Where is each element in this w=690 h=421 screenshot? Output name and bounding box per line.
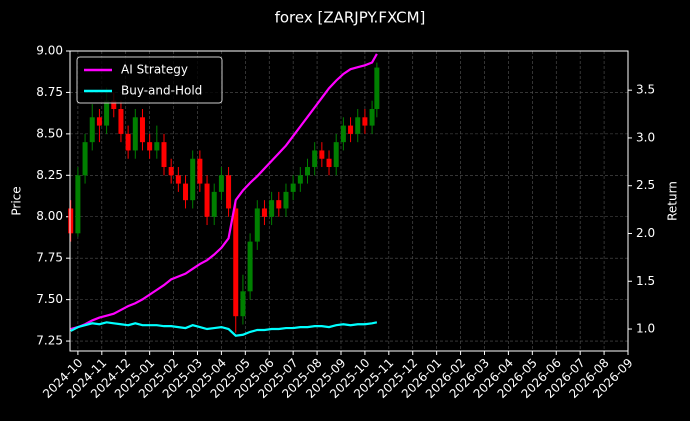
candle-body <box>175 175 181 184</box>
candle-body <box>82 142 88 176</box>
candle-body <box>204 183 210 217</box>
y2-tick-label: 1.5 <box>636 274 655 288</box>
candle-body <box>340 125 346 143</box>
candle-body <box>190 158 196 201</box>
y2-tick-label: 3.5 <box>636 83 655 97</box>
candle-body <box>125 133 131 151</box>
candle-body <box>240 291 246 317</box>
y-tick-label: 8.50 <box>36 126 63 140</box>
candle-body <box>139 117 145 143</box>
candle-body <box>104 100 110 126</box>
legend-label: AI Strategy <box>121 63 188 77</box>
candle-body <box>247 241 253 292</box>
candle-body <box>111 100 117 110</box>
candle-body <box>290 183 296 192</box>
candle-body <box>154 142 160 151</box>
y-tick-label: 8.25 <box>36 168 63 182</box>
candle-body <box>132 117 138 151</box>
legend-box <box>76 56 223 104</box>
candle-body <box>226 175 232 209</box>
y2-tick-label: 1.0 <box>636 322 655 336</box>
y-tick-label: 8.75 <box>36 85 63 99</box>
y2-axis-label: Return <box>666 181 680 221</box>
candle-body <box>333 142 339 168</box>
y-tick-label: 9.00 <box>36 44 63 58</box>
candle-body <box>355 117 361 134</box>
candle-body <box>254 208 260 242</box>
y2-tick-label: 2.0 <box>636 226 655 240</box>
candle-body <box>161 142 167 168</box>
candle-body <box>211 191 217 217</box>
candle-body <box>118 109 124 134</box>
candle-body <box>96 117 102 126</box>
candle-body <box>261 208 267 217</box>
candle-body <box>218 175 224 192</box>
y-tick-label: 8.00 <box>36 209 63 223</box>
candle-body <box>369 109 375 126</box>
y2-tick-label: 3.0 <box>636 130 655 144</box>
y-tick-label: 7.50 <box>36 292 63 306</box>
legend-label: Buy-and-Hold <box>121 84 202 98</box>
candle-body <box>326 158 332 168</box>
candle-body <box>319 150 325 159</box>
candle-body <box>197 158 203 184</box>
candle-body <box>312 150 318 168</box>
chart-title: forex [ZARJPY.FXCM] <box>275 9 426 27</box>
candle-body <box>233 208 239 317</box>
line-series <box>70 53 378 331</box>
y-axis-label: Price <box>10 186 24 215</box>
candle-body <box>89 117 95 143</box>
candle-body <box>305 167 311 176</box>
y-tick-label: 7.25 <box>36 334 63 348</box>
candle-body <box>147 142 153 151</box>
candle-body <box>183 183 189 201</box>
candle-body <box>374 67 380 110</box>
candle-body <box>269 200 275 217</box>
y-tick-label: 7.75 <box>36 251 63 265</box>
candle-body <box>283 191 289 209</box>
plot-frame <box>69 50 629 352</box>
candle-body <box>75 175 81 234</box>
candle-body <box>168 167 174 176</box>
candle-body <box>362 117 368 126</box>
candle-body <box>68 208 74 234</box>
candle-body <box>348 125 354 134</box>
candle-body <box>297 175 303 184</box>
y2-tick-label: 2.5 <box>636 178 655 192</box>
line-series <box>70 321 378 337</box>
candle-body <box>276 200 282 209</box>
